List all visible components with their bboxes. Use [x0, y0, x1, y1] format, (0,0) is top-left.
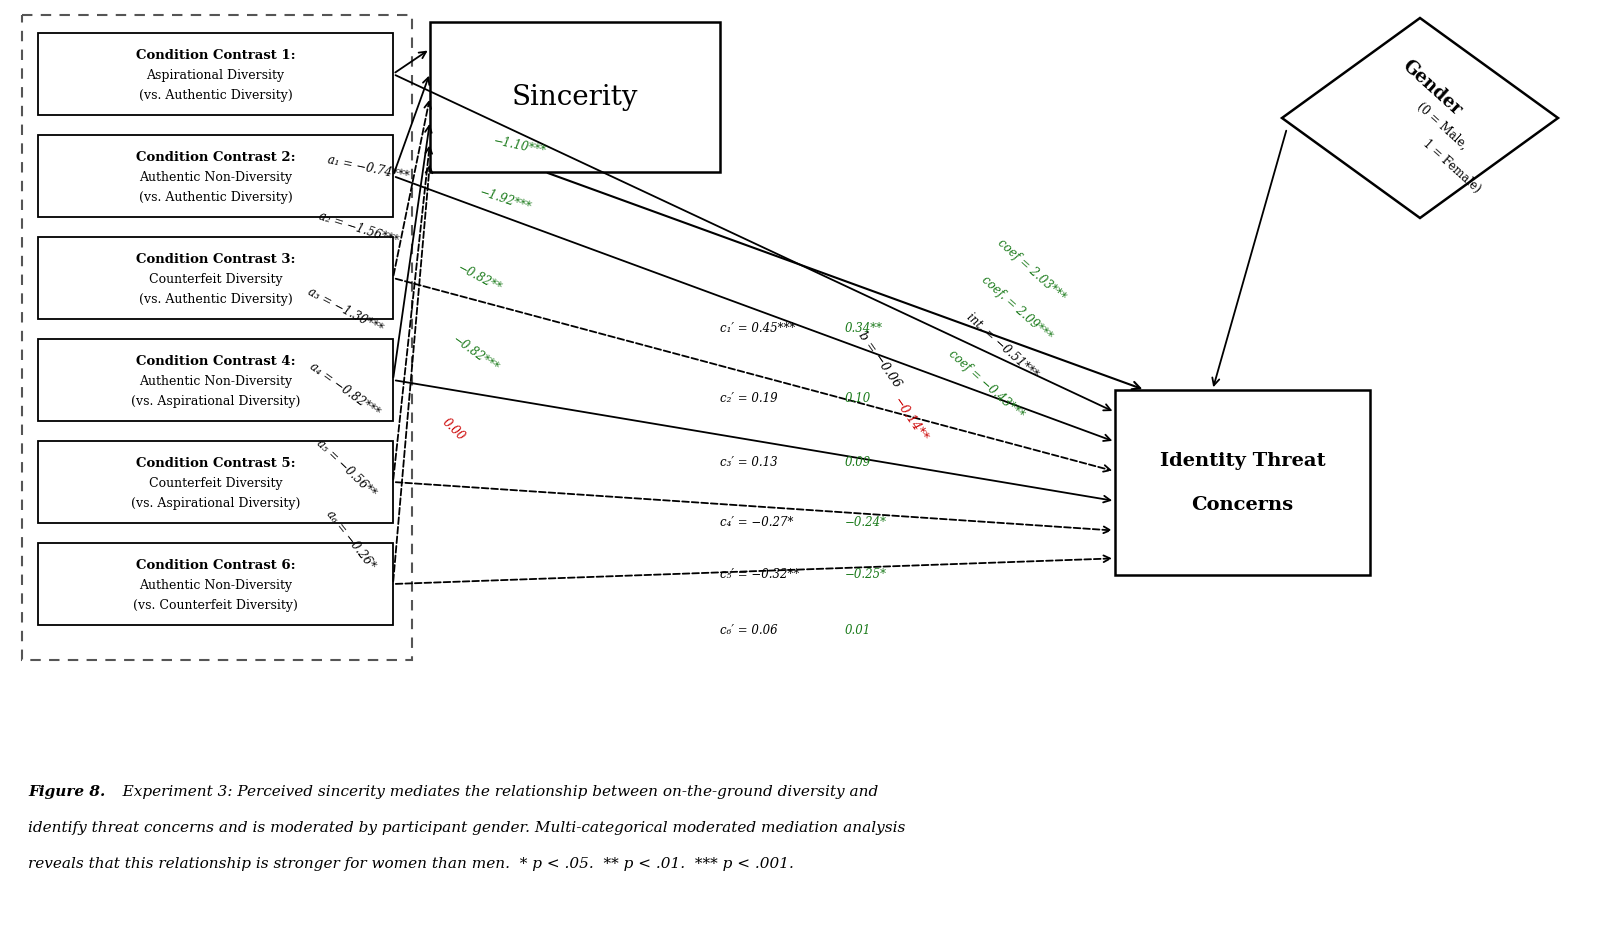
- Text: Gender: Gender: [1398, 56, 1466, 120]
- Bar: [38, 441, 394, 523]
- Text: −0.82***: −0.82***: [450, 333, 501, 375]
- Text: coef = −0.43***: coef = −0.43***: [946, 347, 1026, 421]
- Text: Aspirational Diversity: Aspirational Diversity: [147, 69, 285, 82]
- Bar: [22, 15, 413, 660]
- Bar: [38, 543, 394, 625]
- Text: Identity Threat: Identity Threat: [1160, 452, 1325, 470]
- Text: reveals that this relationship is stronger for women than men.  * p < .05.  ** p: reveals that this relationship is strong…: [29, 857, 794, 871]
- Bar: [430, 22, 720, 172]
- Text: (vs. Counterfeit Diversity): (vs. Counterfeit Diversity): [133, 599, 298, 612]
- Bar: [38, 135, 394, 217]
- Text: Experiment 3: Perceived sincerity mediates the relationship between on-the-groun: Experiment 3: Perceived sincerity mediat…: [109, 785, 878, 799]
- Text: a₃ = −1.30***: a₃ = −1.30***: [306, 285, 386, 335]
- Text: Condition Contrast 1:: Condition Contrast 1:: [136, 49, 296, 62]
- Text: c₃′ = 0.13: c₃′ = 0.13: [720, 455, 778, 469]
- Bar: [38, 237, 394, 319]
- Text: 0.09: 0.09: [845, 455, 872, 469]
- Text: 0.01: 0.01: [845, 624, 872, 636]
- Text: a₄ = −0.82***: a₄ = −0.82***: [307, 360, 382, 420]
- Text: 1 = Female): 1 = Female): [1421, 136, 1483, 195]
- Text: c₆′ = 0.06: c₆′ = 0.06: [720, 624, 778, 636]
- Text: Concerns: Concerns: [1192, 496, 1293, 514]
- Text: Condition Contrast 4:: Condition Contrast 4:: [136, 355, 296, 368]
- Text: Condition Contrast 3:: Condition Contrast 3:: [136, 253, 296, 266]
- Text: a₆ = −0.26*: a₆ = −0.26*: [323, 508, 378, 572]
- Text: c₁′ = 0.45***: c₁′ = 0.45***: [720, 322, 795, 334]
- Text: identify threat concerns and is moderated by participant gender. Multi-categoric: identify threat concerns and is moderate…: [29, 821, 906, 835]
- Bar: [38, 339, 394, 421]
- Text: (0 = Male,: (0 = Male,: [1414, 100, 1470, 152]
- Text: Authentic Non-Diversity: Authentic Non-Diversity: [139, 579, 293, 592]
- Text: −0.82**: −0.82**: [454, 261, 504, 295]
- Text: −1.10***: −1.10***: [493, 134, 547, 158]
- Text: −1.92***: −1.92***: [478, 185, 533, 215]
- Bar: [38, 33, 394, 115]
- Polygon shape: [1282, 18, 1558, 218]
- Text: a₅ = −0.56**: a₅ = −0.56**: [314, 437, 378, 500]
- Text: Counterfeit Diversity: Counterfeit Diversity: [149, 477, 282, 490]
- Text: b = −0.06: b = −0.06: [856, 329, 904, 391]
- Text: Authentic Non-Diversity: Authentic Non-Diversity: [139, 171, 293, 184]
- Text: a₂ = −1.56***: a₂ = −1.56***: [317, 209, 400, 247]
- Text: −0.14**: −0.14**: [890, 395, 930, 444]
- Text: Counterfeit Diversity: Counterfeit Diversity: [149, 273, 282, 286]
- Text: (vs. Authentic Diversity): (vs. Authentic Diversity): [139, 191, 293, 204]
- Text: −0.24*: −0.24*: [845, 516, 886, 529]
- Text: Sincerity: Sincerity: [512, 84, 638, 110]
- Text: 0.00: 0.00: [440, 416, 467, 444]
- Text: Authentic Non-Diversity: Authentic Non-Diversity: [139, 375, 293, 388]
- Text: Figure 8.: Figure 8.: [29, 785, 106, 799]
- Text: (vs. Aspirational Diversity): (vs. Aspirational Diversity): [131, 497, 301, 510]
- Text: c₅′ = −0.32**: c₅′ = −0.32**: [720, 567, 800, 581]
- Text: Condition Contrast 5:: Condition Contrast 5:: [136, 457, 296, 470]
- Text: coef = 2.03***: coef = 2.03***: [995, 236, 1069, 304]
- Text: int. = −0.51***: int. = −0.51***: [963, 311, 1040, 381]
- Text: 0.34**: 0.34**: [845, 322, 883, 334]
- Text: c₄′ = −0.27*: c₄′ = −0.27*: [720, 516, 794, 529]
- Text: Condition Contrast 2:: Condition Contrast 2:: [136, 151, 296, 164]
- Text: Condition Contrast 6:: Condition Contrast 6:: [136, 559, 296, 572]
- Text: (vs. Authentic Diversity): (vs. Authentic Diversity): [139, 89, 293, 102]
- Text: −0.25*: −0.25*: [845, 567, 886, 581]
- Text: (vs. Aspirational Diversity): (vs. Aspirational Diversity): [131, 395, 301, 408]
- Text: a₁ = −0.74***: a₁ = −0.74***: [326, 153, 410, 183]
- Text: 0.10: 0.10: [845, 391, 872, 405]
- Text: (vs. Authentic Diversity): (vs. Authentic Diversity): [139, 293, 293, 306]
- Bar: [1115, 390, 1370, 575]
- Text: coef. = 2.09***: coef. = 2.09***: [979, 273, 1054, 343]
- Text: c₂′ = 0.19: c₂′ = 0.19: [720, 391, 778, 405]
